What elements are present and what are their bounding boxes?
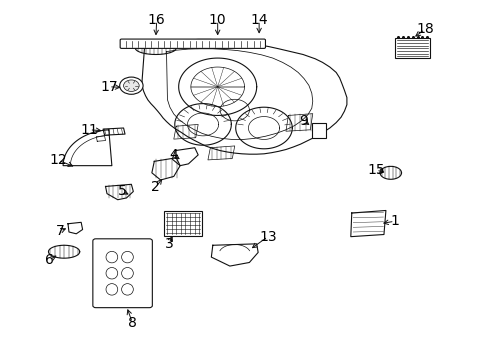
- Circle shape: [120, 77, 143, 94]
- Text: 8: 8: [128, 316, 137, 330]
- Text: 9: 9: [299, 114, 308, 128]
- Circle shape: [123, 80, 139, 91]
- Text: 6: 6: [45, 253, 54, 267]
- Ellipse shape: [122, 251, 133, 263]
- Text: 7: 7: [56, 224, 64, 238]
- Text: 2: 2: [151, 180, 160, 194]
- Bar: [394, 39, 429, 58]
- Text: 15: 15: [366, 163, 384, 177]
- FancyBboxPatch shape: [120, 39, 265, 48]
- Text: 14: 14: [250, 13, 267, 27]
- Text: 11: 11: [81, 123, 98, 137]
- Ellipse shape: [122, 267, 133, 279]
- Text: 16: 16: [147, 13, 165, 27]
- Text: 18: 18: [415, 22, 433, 36]
- Text: 17: 17: [100, 80, 118, 94]
- Ellipse shape: [106, 251, 118, 263]
- Bar: [195, 41, 224, 48]
- Ellipse shape: [122, 284, 133, 295]
- Text: 4: 4: [169, 148, 178, 162]
- Text: 10: 10: [208, 13, 226, 27]
- Text: 5: 5: [118, 184, 127, 198]
- Ellipse shape: [106, 284, 118, 295]
- Text: 3: 3: [164, 237, 173, 251]
- Bar: [163, 211, 202, 235]
- Bar: [311, 123, 326, 138]
- Text: 13: 13: [259, 230, 276, 244]
- Ellipse shape: [106, 267, 118, 279]
- Text: 12: 12: [49, 153, 67, 167]
- FancyBboxPatch shape: [93, 239, 152, 308]
- Text: 1: 1: [389, 214, 398, 228]
